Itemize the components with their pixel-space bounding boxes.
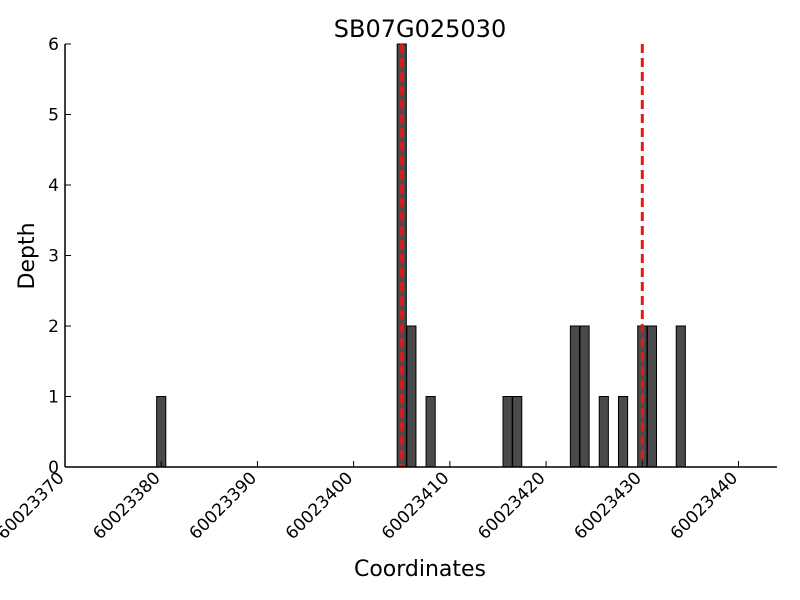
y-axis-label: Depth xyxy=(15,222,40,289)
bar-3 xyxy=(425,396,436,468)
x-axis-label: Coordinates xyxy=(354,557,486,582)
x-tick-label-60023410: 60023410 xyxy=(378,468,453,543)
x-tick-label-60023390: 60023390 xyxy=(186,468,261,543)
reference-lines-layer xyxy=(400,44,644,467)
y-tick-label-6: 6 xyxy=(48,35,59,55)
x-tick-label-60023440: 60023440 xyxy=(667,468,742,543)
y-tick-label-2: 2 xyxy=(48,317,59,337)
y-tick-label-5: 5 xyxy=(48,106,59,126)
bar-4 xyxy=(502,396,513,468)
bars-layer xyxy=(156,43,686,468)
axes-layer xyxy=(64,44,777,468)
bar-8 xyxy=(598,396,609,468)
bar-7 xyxy=(579,325,590,468)
bar-2 xyxy=(406,325,417,468)
y-tick-label-3: 3 xyxy=(48,247,59,267)
x-tick-label-60023400: 60023400 xyxy=(282,468,357,543)
bar-0 xyxy=(156,396,167,468)
bar-12 xyxy=(675,325,686,468)
bar-9 xyxy=(617,396,629,468)
x-tick-label-60023430: 60023430 xyxy=(571,468,646,543)
x-tick-label-60023420: 60023420 xyxy=(474,468,549,543)
y-tick-label-0: 0 xyxy=(48,458,59,478)
bar-5 xyxy=(512,396,523,468)
chart-title: SB07G025030 xyxy=(334,15,506,43)
y-ticks-layer: 0 1 2 3 4 5 6 xyxy=(48,35,71,478)
bar-6 xyxy=(569,325,581,468)
y-tick-label-4: 4 xyxy=(48,176,59,196)
x-tick-label-60023370: 60023370 xyxy=(0,468,69,543)
bar-11 xyxy=(646,325,657,468)
y-tick-label-1: 1 xyxy=(48,388,59,408)
x-tick-label-60023380: 60023380 xyxy=(89,468,164,543)
x-ticks-layer: 60023370 60023380 60023390 60023400 60023410… xyxy=(0,461,742,544)
